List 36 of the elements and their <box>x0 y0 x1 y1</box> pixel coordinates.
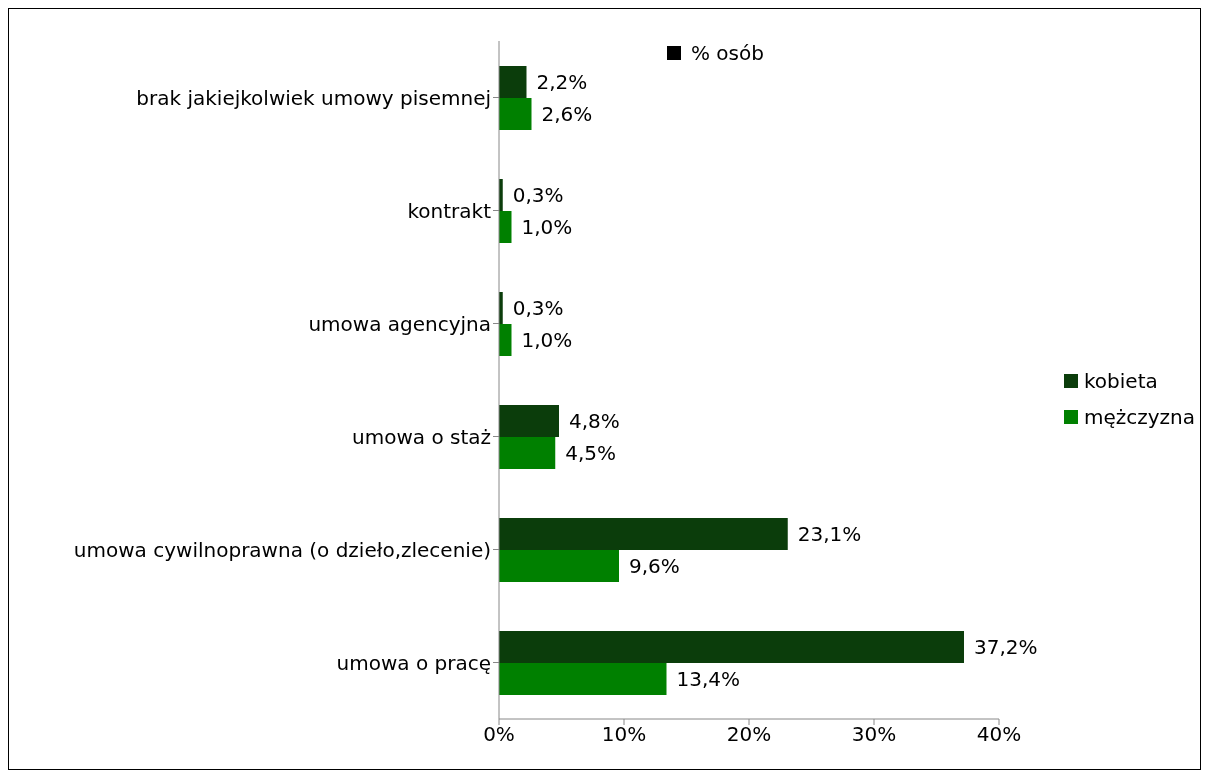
x-tick-label: 10% <box>601 722 647 747</box>
bar <box>499 518 788 550</box>
legend-label: mężczyzna <box>1084 405 1196 429</box>
y-tick-label: brak jakiejkolwiek umowy pisemnej <box>136 85 491 110</box>
data-label: 2,2% <box>536 70 588 94</box>
x-tick-label: 40% <box>976 722 1022 747</box>
y-tick-label: umowa agencyjna <box>308 311 491 336</box>
data-label: 0,3% <box>512 296 564 320</box>
data-label: 2,6% <box>541 102 593 126</box>
data-label: 23,1% <box>797 522 862 546</box>
bar <box>499 631 964 663</box>
data-label: 37,2% <box>974 635 1038 659</box>
data-label: 4,8% <box>569 409 620 433</box>
bar <box>499 324 512 356</box>
bar <box>499 405 559 437</box>
y-tick-label: umowa o staż <box>352 424 491 449</box>
bar <box>499 211 512 243</box>
data-label: 13,4% <box>676 667 741 691</box>
bar <box>499 66 527 98</box>
legend-label: kobieta <box>1084 369 1158 393</box>
bar <box>499 663 667 695</box>
bar <box>499 98 532 130</box>
y-tick-label: kontrakt <box>407 198 492 223</box>
bar <box>499 550 619 582</box>
data-label: 1,0% <box>521 328 573 352</box>
data-label: 4,5% <box>565 441 617 465</box>
x-tick-label: 0% <box>483 722 515 747</box>
legend-title: % osób <box>691 41 764 65</box>
x-tick-label: 20% <box>726 722 772 747</box>
data-label: 1,0% <box>521 215 573 239</box>
y-tick-label: umowa cywilnoprawna (o dzieło,zlecenie) <box>73 537 491 562</box>
y-tick-label: umowa o pracę <box>336 650 491 675</box>
bar <box>499 437 556 469</box>
data-label: 0,3% <box>512 183 564 207</box>
data-label: 9,6% <box>629 554 680 578</box>
x-tick-label: 30% <box>851 722 897 747</box>
